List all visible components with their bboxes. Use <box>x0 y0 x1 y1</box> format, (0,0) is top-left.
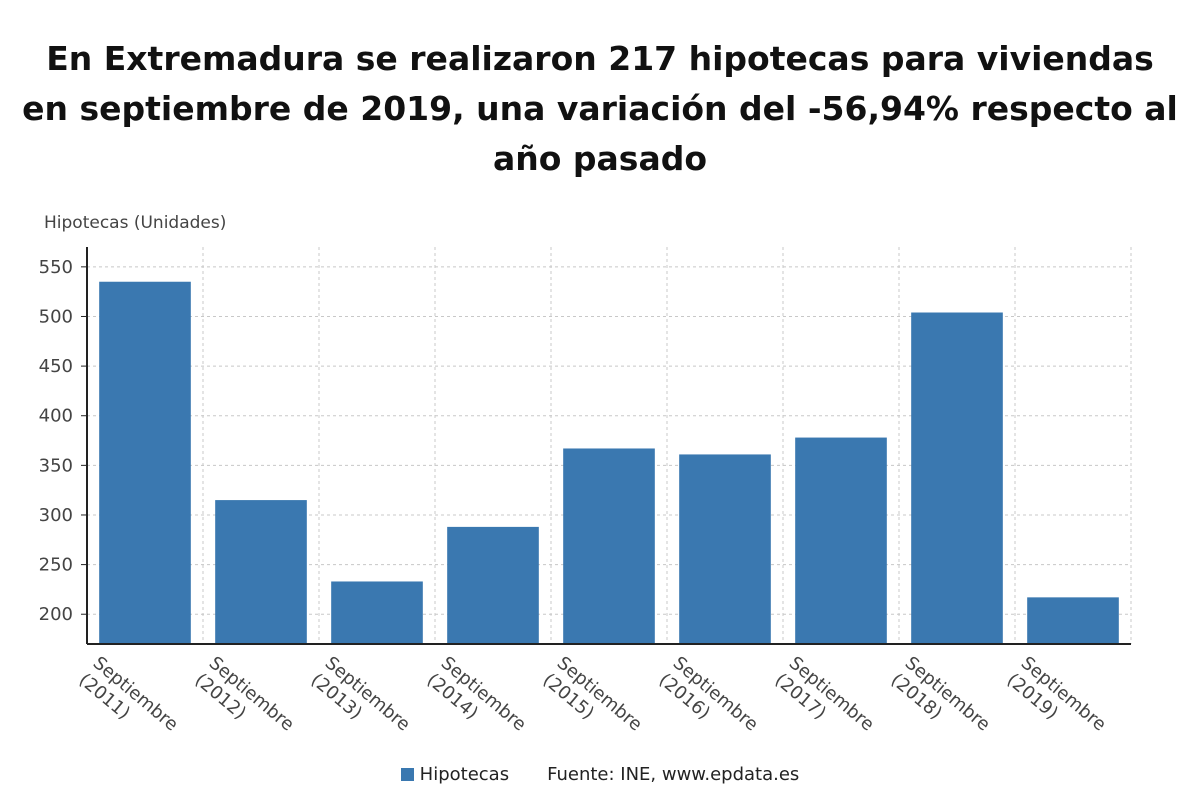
x-tick-label: Septiembre(2018) <box>887 652 994 735</box>
y-tick-label: 200 <box>39 604 73 625</box>
legend-swatch <box>400 768 414 781</box>
y-tick-label: 500 <box>39 306 73 327</box>
bar <box>563 448 655 644</box>
bar <box>679 454 771 644</box>
x-tick-label: Septiembre(2014) <box>423 652 530 735</box>
y-tick-label: 350 <box>39 455 73 476</box>
x-tick-label: Septiembre(2016) <box>655 652 762 735</box>
bar <box>1027 597 1119 644</box>
y-tick-label: 400 <box>39 406 73 427</box>
y-tick-label: 300 <box>39 505 73 526</box>
legend: Hipotecas Fuente: INE, www.epdata.es <box>0 764 1200 785</box>
x-tick-labels: Septiembre(2011) Septiembre(2012) Septiemb… <box>75 652 1110 735</box>
y-tick-label: 550 <box>39 257 73 278</box>
y-tick-label: 250 <box>39 555 73 576</box>
x-tick-label: Septiembre(2013) <box>307 652 414 735</box>
axes <box>81 247 1131 645</box>
bar <box>911 312 1003 644</box>
y-axis-title: Hipotecas (Unidades) <box>44 213 226 233</box>
y-tick-label: 450 <box>39 356 73 377</box>
bar <box>331 581 423 644</box>
source-note: Fuente: INE, www.epdata.es <box>547 764 800 785</box>
bar <box>215 500 307 644</box>
y-tick-labels: 200 250 300 350 400 450 500 550 <box>39 257 73 625</box>
x-tick-label: Septiembre(2017) <box>771 652 878 735</box>
chart-title: En Extremadura se realizaron 217 hipotec… <box>22 39 1178 178</box>
x-tick-label: Septiembre(2015) <box>539 652 646 735</box>
bars <box>99 281 1119 644</box>
bar <box>795 437 887 644</box>
legend-series-label: Hipotecas <box>419 764 510 785</box>
x-tick-label: Septiembre(2011) <box>75 652 182 735</box>
bar <box>447 526 539 644</box>
x-tick-label: Septiembre(2012) <box>191 652 298 735</box>
x-tick-label: Septiembre(2019) <box>1003 652 1110 735</box>
bar <box>99 281 191 644</box>
